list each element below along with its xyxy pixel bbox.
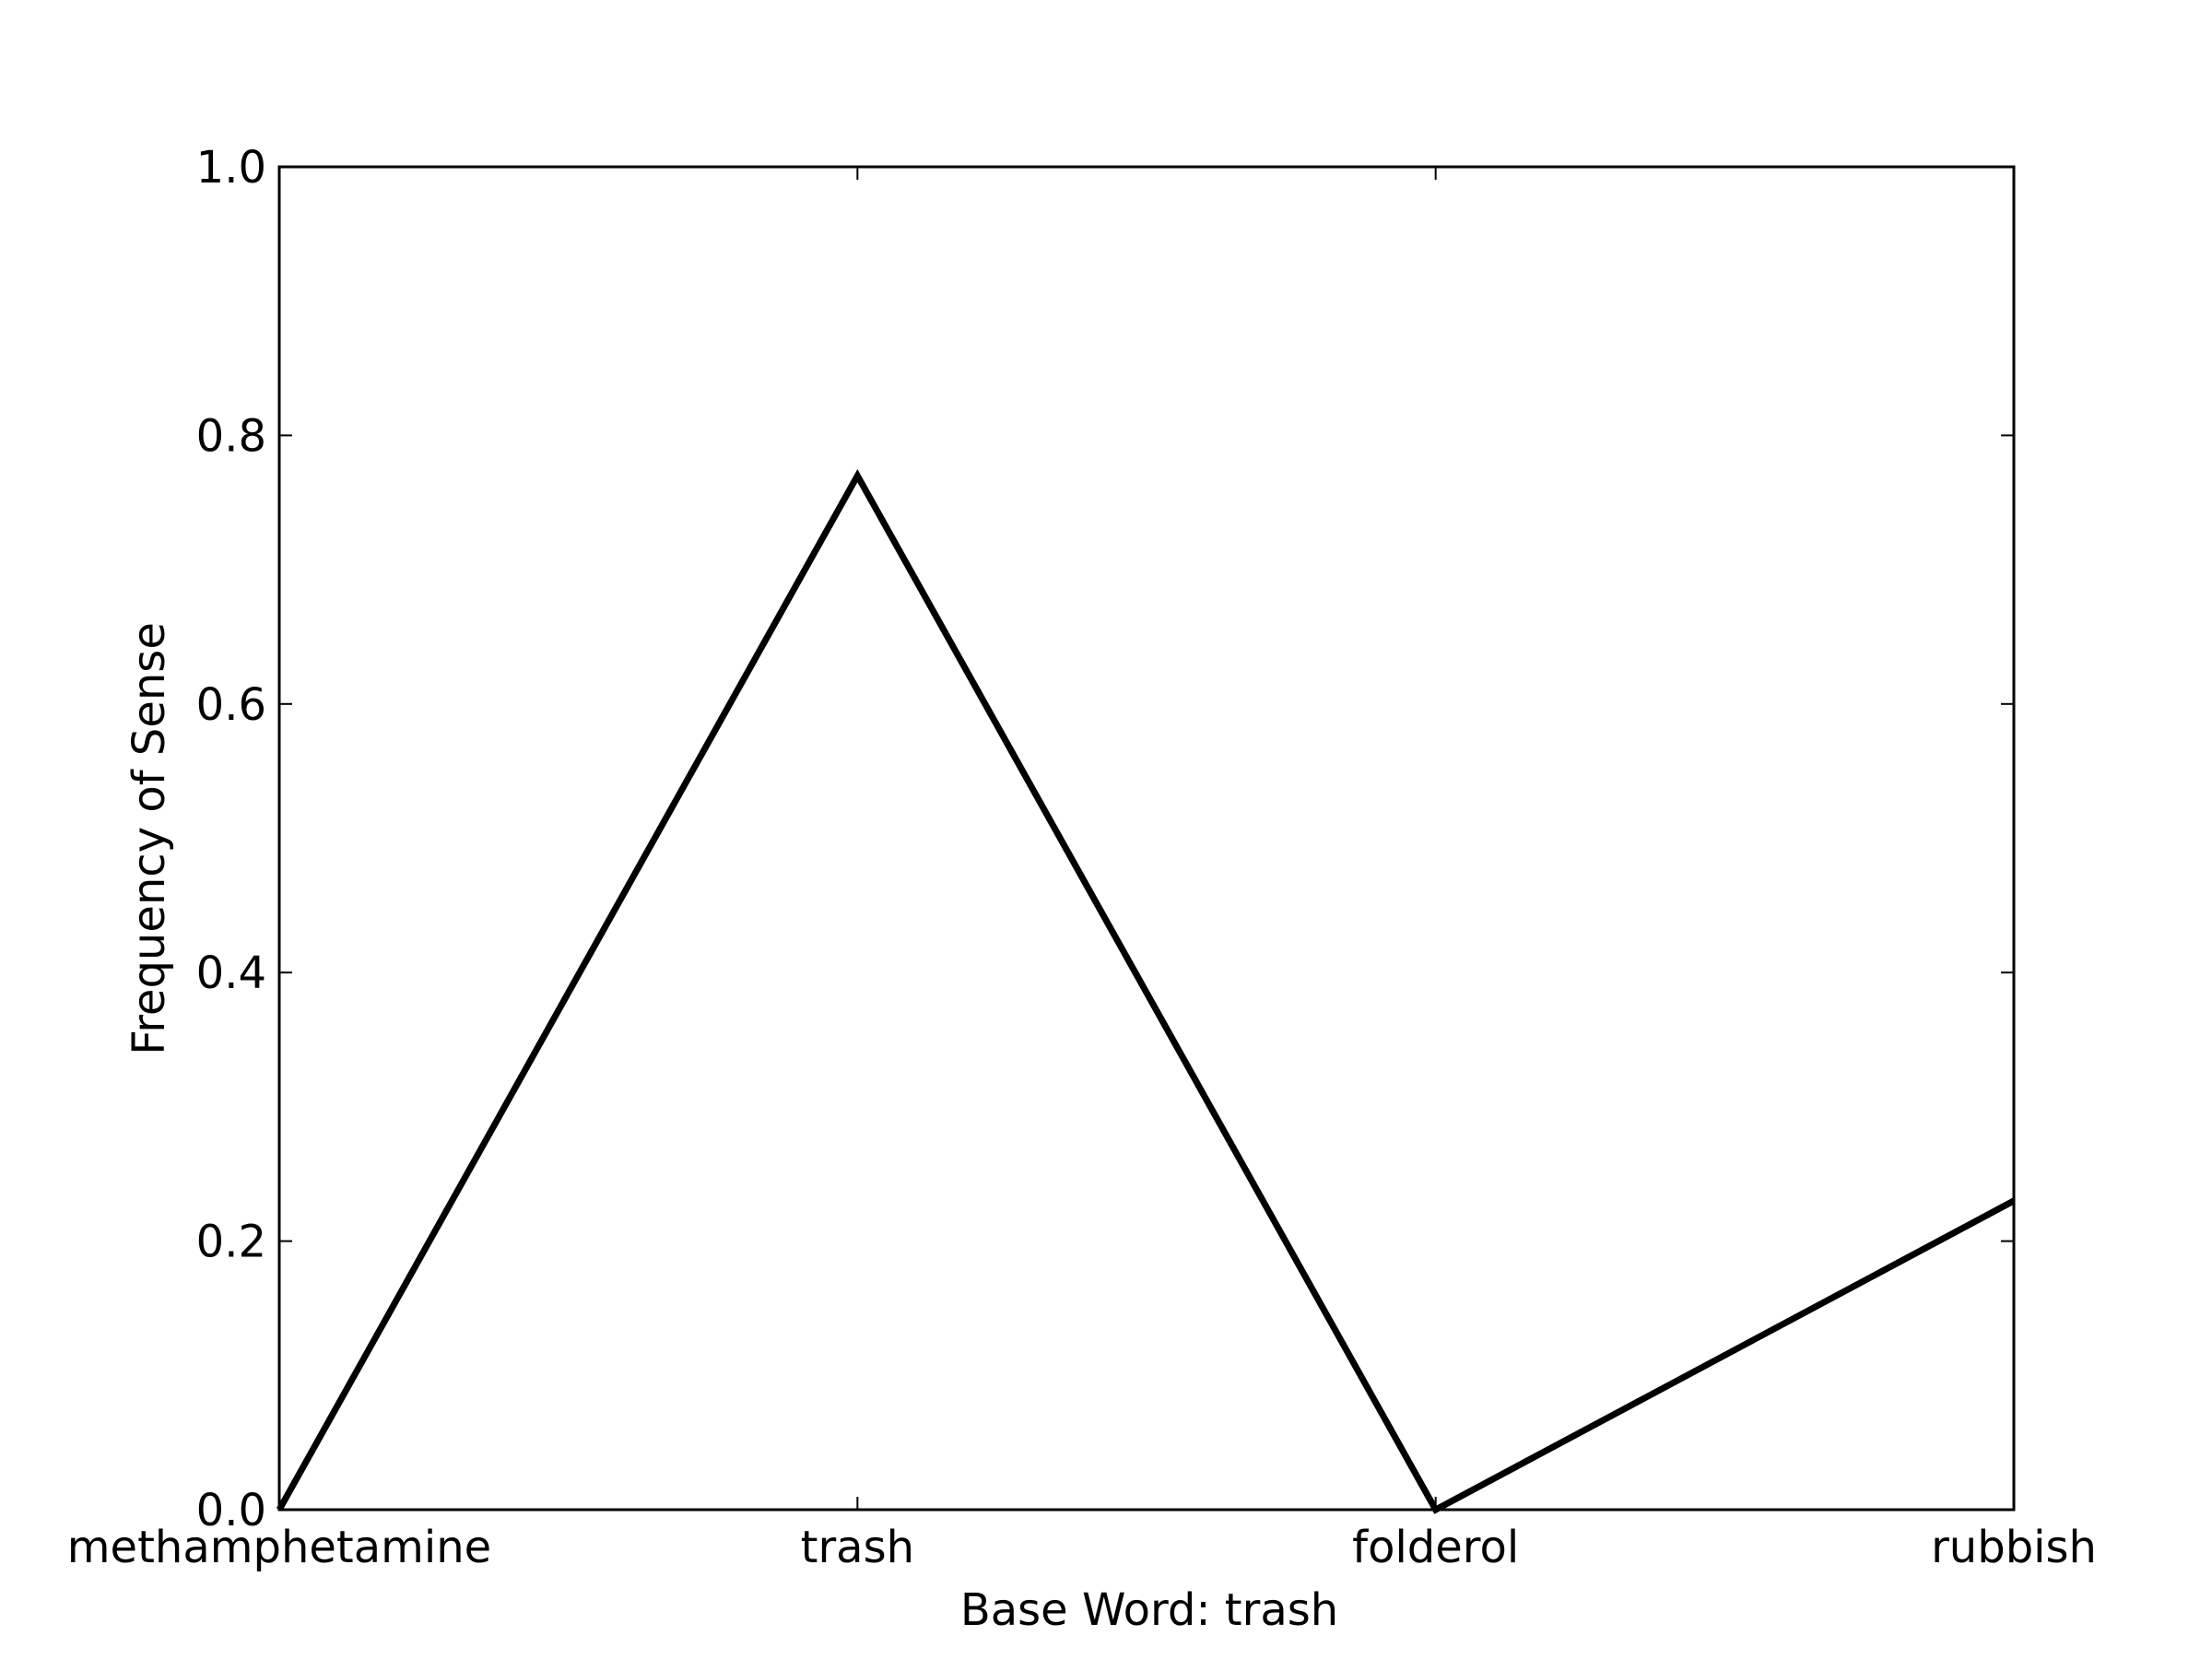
y-tick-label: 0.6 (196, 679, 266, 731)
y-tick-label: 1.0 (196, 142, 266, 194)
x-axis-label: Base Word: trash (960, 1584, 1338, 1636)
y-tick-label: 0.4 (196, 947, 266, 999)
series-line (276, 468, 2016, 1514)
y-tick-label: 0.2 (196, 1217, 266, 1268)
x-tick-label: folderol (1352, 1522, 1519, 1573)
y-axis-label: Frequency of Sense (124, 622, 175, 1055)
y-axis-ticks: 0.0 0.2 0.4 0.6 0.8 1.0 (196, 142, 2014, 1536)
y-tick-label: 0.8 (196, 410, 266, 462)
series-layer (276, 468, 2016, 1514)
plot-area-border (277, 165, 2016, 1512)
x-tick-label: trash (801, 1522, 914, 1573)
y-tick-label: 0.0 (196, 1485, 266, 1536)
x-tick-label: methamphetamine (67, 1522, 491, 1573)
x-tick-label: rubbish (1931, 1522, 2097, 1573)
x-axis-ticks: methamphetamine trash folderol rubbish (67, 167, 2097, 1573)
plot-frame (277, 165, 2016, 1512)
